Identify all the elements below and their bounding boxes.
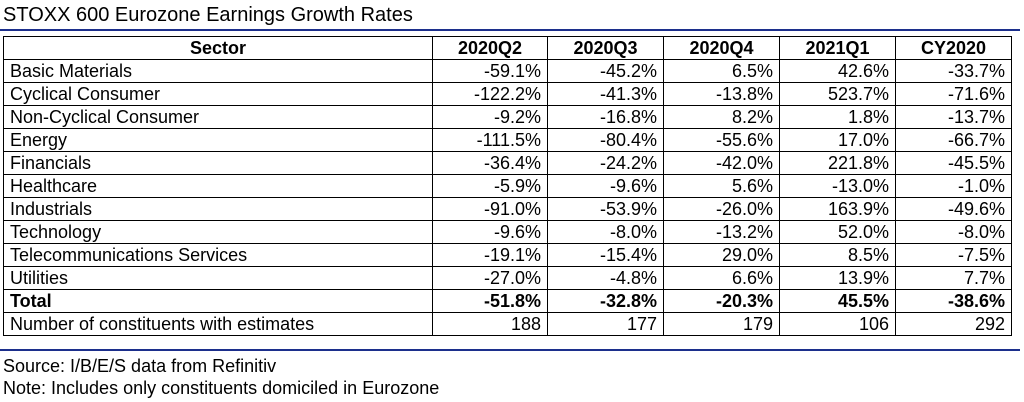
value-cell: -41.3% xyxy=(547,82,664,106)
sector-name: Energy xyxy=(3,128,433,152)
value-cell: -32.8% xyxy=(547,289,664,313)
table-row: Healthcare -5.9% -9.6% 5.6% -13.0% -1.0% xyxy=(3,174,1012,198)
value-cell: -66.7% xyxy=(895,128,1012,152)
value-cell: 163.9% xyxy=(779,197,896,221)
column-header: 2020Q4 xyxy=(663,36,780,60)
value-cell: -36.4% xyxy=(432,151,548,175)
value-cell: -13.2% xyxy=(663,220,780,244)
bottom-divider xyxy=(0,349,1020,351)
sector-name: Total xyxy=(3,289,433,313)
value-cell: -122.2% xyxy=(432,82,548,106)
value-cell: -91.0% xyxy=(432,197,548,221)
table-row: Cyclical Consumer -122.2% -41.3% -13.8% 523.… xyxy=(3,82,1012,106)
page-title: STOXX 600 Eurozone Earnings Growth Rates xyxy=(3,4,413,26)
value-cell: -19.1% xyxy=(432,243,548,267)
value-cell: 8.5% xyxy=(779,243,896,267)
value-cell: -9.6% xyxy=(547,174,664,198)
table-row: Industrials -91.0% -53.9% -26.0% 163.9% -49.6… xyxy=(3,197,1012,221)
footnote: Note: Includes only constituents domicil… xyxy=(3,378,440,398)
value-cell: 29.0% xyxy=(663,243,780,267)
table-row: Basic Materials -59.1% -45.2% 6.5% 42.6% -33.… xyxy=(3,59,1012,83)
sector-name: Utilities xyxy=(3,266,433,290)
value-cell: 8.2% xyxy=(663,105,780,129)
value-cell: -80.4% xyxy=(547,128,664,152)
table-row: Technology -9.6% -8.0% -13.2% 52.0% -8.0% xyxy=(3,220,1012,244)
value-cell: -59.1% xyxy=(432,59,548,83)
value-cell: 177 xyxy=(547,312,664,336)
value-cell: 6.5% xyxy=(663,59,780,83)
value-cell: -13.8% xyxy=(663,82,780,106)
value-cell: 292 xyxy=(895,312,1012,336)
column-header: 2020Q3 xyxy=(547,36,664,60)
value-cell: -27.0% xyxy=(432,266,548,290)
table-row: Utilities -27.0% -4.8% 6.6% 13.9% 7.7% xyxy=(3,266,1012,290)
sector-name: Healthcare xyxy=(3,174,433,198)
value-cell: 5.6% xyxy=(663,174,780,198)
column-header: Sector xyxy=(3,36,433,60)
value-cell: -45.2% xyxy=(547,59,664,83)
value-cell: -15.4% xyxy=(547,243,664,267)
value-cell: -13.0% xyxy=(779,174,896,198)
value-cell: -49.6% xyxy=(895,197,1012,221)
value-cell: -38.6% xyxy=(895,289,1012,313)
value-cell: -9.2% xyxy=(432,105,548,129)
value-cell: 42.6% xyxy=(779,59,896,83)
value-cell: -5.9% xyxy=(432,174,548,198)
sector-name: Number of constituents with estimates xyxy=(3,312,433,336)
value-cell: 188 xyxy=(432,312,548,336)
column-header: 2020Q2 xyxy=(432,36,548,60)
sector-name: Cyclical Consumer xyxy=(3,82,433,106)
source-note: Source: I/B/E/S data from Refinitiv xyxy=(3,356,277,376)
top-divider xyxy=(0,29,1020,31)
table-row: Telecommunications Services -19.1% -15.4% 2… xyxy=(3,243,1012,267)
value-cell: -24.2% xyxy=(547,151,664,175)
value-cell: 6.6% xyxy=(663,266,780,290)
column-header: CY2020 xyxy=(895,36,1012,60)
value-cell: -16.8% xyxy=(547,105,664,129)
value-cell: -45.5% xyxy=(895,151,1012,175)
value-cell: -42.0% xyxy=(663,151,780,175)
table-row: Financials -36.4% -24.2% -42.0% 221.8% -45.5% xyxy=(3,151,1012,175)
value-cell: -53.9% xyxy=(547,197,664,221)
value-cell: -51.8% xyxy=(432,289,548,313)
value-cell: 179 xyxy=(663,312,780,336)
value-cell: -26.0% xyxy=(663,197,780,221)
value-cell: 45.5% xyxy=(779,289,896,313)
value-cell: -33.7% xyxy=(895,59,1012,83)
table-header-row: Sector 2020Q2 2020Q3 2020Q4 2021Q1 CY202… xyxy=(3,36,1012,60)
value-cell: 52.0% xyxy=(779,220,896,244)
constituents-row: Number of constituents with estimates 188… xyxy=(3,312,1012,336)
table-row: Energy -111.5% -80.4% -55.6% 17.0% -66.7% xyxy=(3,128,1012,152)
value-cell: 221.8% xyxy=(779,151,896,175)
value-cell: -55.6% xyxy=(663,128,780,152)
sector-name: Financials xyxy=(3,151,433,175)
sector-name: Non-Cyclical Consumer xyxy=(3,105,433,129)
value-cell: -1.0% xyxy=(895,174,1012,198)
value-cell: 1.8% xyxy=(779,105,896,129)
value-cell: 13.9% xyxy=(779,266,896,290)
value-cell: -13.7% xyxy=(895,105,1012,129)
value-cell: 106 xyxy=(779,312,896,336)
earnings-growth-table: Sector 2020Q2 2020Q3 2020Q4 2021Q1 CY202… xyxy=(3,36,1012,336)
value-cell: 7.7% xyxy=(895,266,1012,290)
column-header: 2021Q1 xyxy=(779,36,896,60)
value-cell: -8.0% xyxy=(547,220,664,244)
sector-name: Telecommunications Services xyxy=(3,243,433,267)
value-cell: -71.6% xyxy=(895,82,1012,106)
total-row: Total -51.8% -32.8% -20.3% 45.5% -38.6% xyxy=(3,289,1012,313)
value-cell: 523.7% xyxy=(779,82,896,106)
value-cell: 17.0% xyxy=(779,128,896,152)
sector-name: Basic Materials xyxy=(3,59,433,83)
value-cell: -4.8% xyxy=(547,266,664,290)
value-cell: -9.6% xyxy=(432,220,548,244)
value-cell: -8.0% xyxy=(895,220,1012,244)
sector-name: Technology xyxy=(3,220,433,244)
value-cell: -7.5% xyxy=(895,243,1012,267)
value-cell: -20.3% xyxy=(663,289,780,313)
table-row: Non-Cyclical Consumer -9.2% -16.8% 8.2% 1.8%… xyxy=(3,105,1012,129)
value-cell: -111.5% xyxy=(432,128,548,152)
sector-name: Industrials xyxy=(3,197,433,221)
